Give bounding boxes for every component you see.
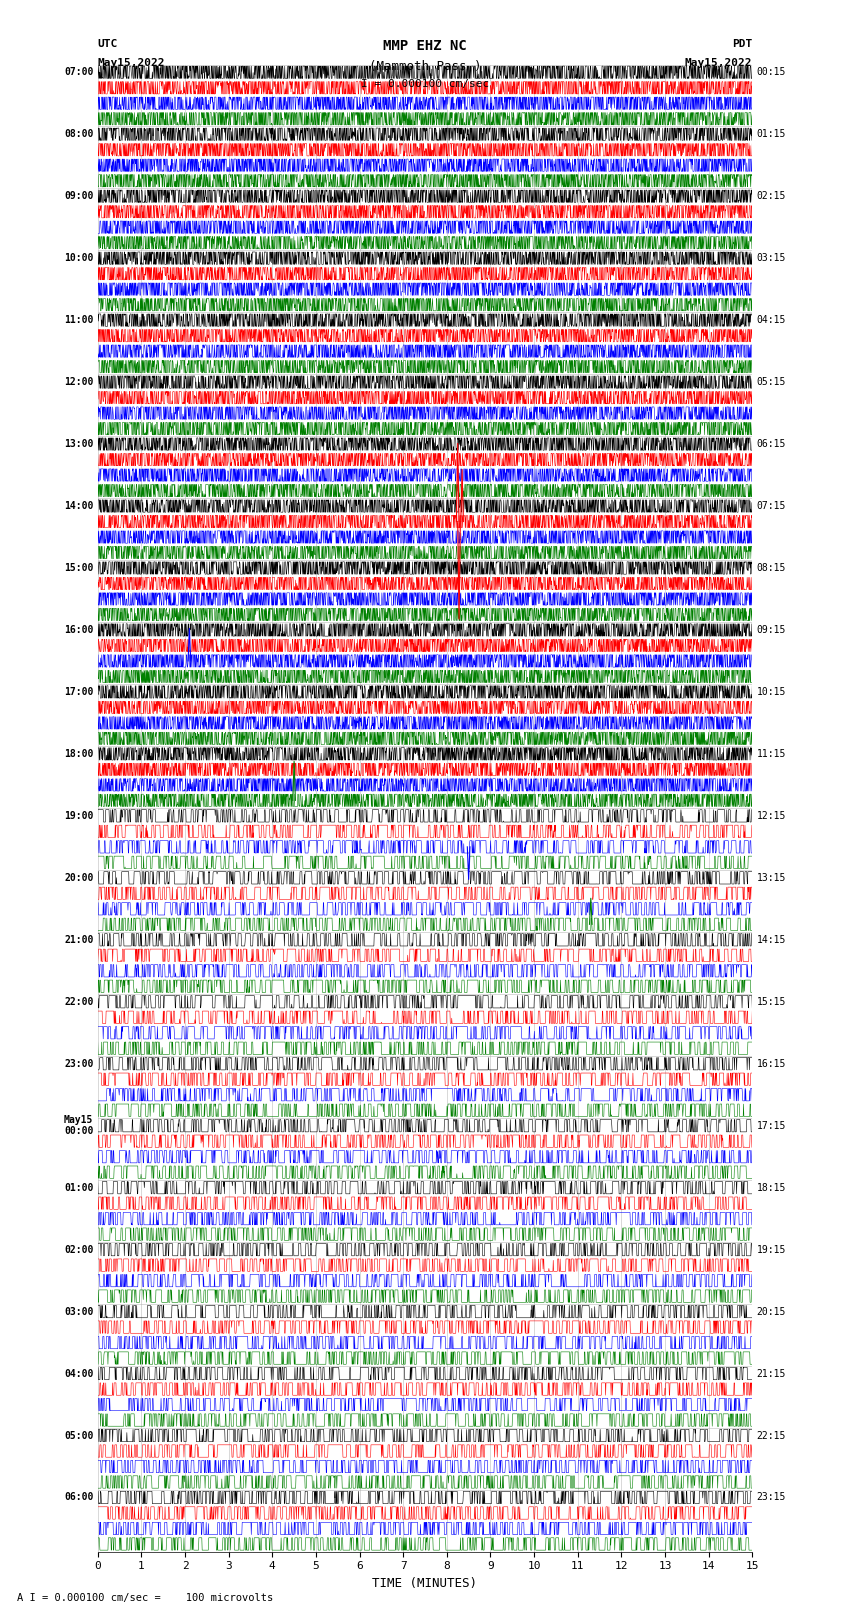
Text: 22:00: 22:00 [64, 997, 94, 1007]
Text: 11:15: 11:15 [756, 748, 786, 758]
Text: 02:00: 02:00 [64, 1245, 94, 1255]
Text: 21:00: 21:00 [64, 936, 94, 945]
Text: 14:00: 14:00 [64, 502, 94, 511]
Text: 02:15: 02:15 [756, 192, 786, 202]
X-axis label: TIME (MINUTES): TIME (MINUTES) [372, 1578, 478, 1590]
Text: 13:15: 13:15 [756, 873, 786, 882]
Text: 12:00: 12:00 [64, 377, 94, 387]
Text: 16:15: 16:15 [756, 1058, 786, 1069]
Text: 18:15: 18:15 [756, 1182, 786, 1192]
Text: 06:00: 06:00 [64, 1492, 94, 1502]
Text: 00:15: 00:15 [756, 68, 786, 77]
Text: May15,2022: May15,2022 [98, 58, 165, 68]
Text: 08:00: 08:00 [64, 129, 94, 139]
Text: 01:00: 01:00 [64, 1182, 94, 1192]
Text: 07:15: 07:15 [756, 502, 786, 511]
Text: 11:00: 11:00 [64, 315, 94, 326]
Text: 07:00: 07:00 [64, 68, 94, 77]
Text: 10:15: 10:15 [756, 687, 786, 697]
Text: 22:15: 22:15 [756, 1431, 786, 1440]
Text: 16:00: 16:00 [64, 624, 94, 636]
Text: 23:15: 23:15 [756, 1492, 786, 1502]
Text: 17:00: 17:00 [64, 687, 94, 697]
Text: 04:00: 04:00 [64, 1368, 94, 1379]
Text: PDT: PDT [732, 39, 752, 48]
Text: 10:00: 10:00 [64, 253, 94, 263]
Text: (Mammoth Pass ): (Mammoth Pass ) [369, 60, 481, 73]
Text: 15:00: 15:00 [64, 563, 94, 573]
Text: 19:00: 19:00 [64, 811, 94, 821]
Text: UTC: UTC [98, 39, 118, 48]
Text: 12:15: 12:15 [756, 811, 786, 821]
Text: 17:15: 17:15 [756, 1121, 786, 1131]
Text: 21:15: 21:15 [756, 1368, 786, 1379]
Text: 03:15: 03:15 [756, 253, 786, 263]
Text: 20:15: 20:15 [756, 1307, 786, 1316]
Text: 04:15: 04:15 [756, 315, 786, 326]
Text: MMP EHZ NC: MMP EHZ NC [383, 39, 467, 53]
Text: 23:00: 23:00 [64, 1058, 94, 1069]
Text: 01:15: 01:15 [756, 129, 786, 139]
Text: 03:00: 03:00 [64, 1307, 94, 1316]
Text: 15:15: 15:15 [756, 997, 786, 1007]
Text: May15,2022: May15,2022 [685, 58, 752, 68]
Text: 06:15: 06:15 [756, 439, 786, 448]
Text: 09:00: 09:00 [64, 192, 94, 202]
Text: A I = 0.000100 cm/sec =    100 microvolts: A I = 0.000100 cm/sec = 100 microvolts [17, 1594, 273, 1603]
Text: 09:15: 09:15 [756, 624, 786, 636]
Text: 05:15: 05:15 [756, 377, 786, 387]
Text: 08:15: 08:15 [756, 563, 786, 573]
Text: 18:00: 18:00 [64, 748, 94, 758]
Text: May15
00:00: May15 00:00 [64, 1115, 94, 1137]
Text: I = 0.000100 cm/sec: I = 0.000100 cm/sec [361, 79, 489, 89]
Text: 14:15: 14:15 [756, 936, 786, 945]
Text: 05:00: 05:00 [64, 1431, 94, 1440]
Text: 20:00: 20:00 [64, 873, 94, 882]
Text: 19:15: 19:15 [756, 1245, 786, 1255]
Text: 13:00: 13:00 [64, 439, 94, 448]
